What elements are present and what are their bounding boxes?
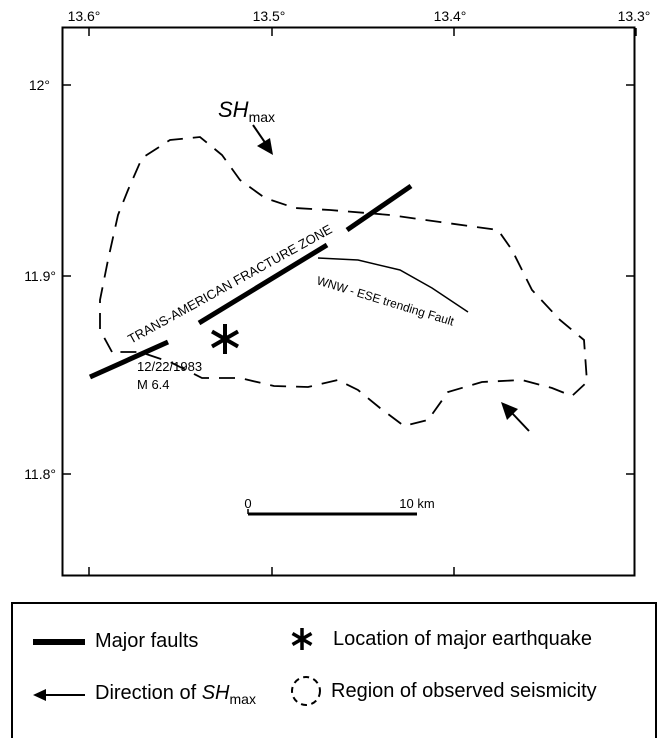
dashed-circle-icon [291,676,321,706]
shmax-arrow-icon [252,124,273,155]
scale-start-label: 0 [244,496,251,511]
left-tick-label: 11.9° [24,268,56,284]
top-tick-label: 13.3° [618,8,651,24]
fault-zone-label: TRANS-AMERICAN FRACTURE ZONE [125,221,335,346]
left-axis: 12° 11.9° 11.8° [24,77,634,482]
earthquake-star-icon [211,324,239,354]
thick-line-icon [33,638,85,645]
shmax-label: SHmax [218,97,275,125]
left-tick-label: 12° [29,77,50,93]
earthquake-magnitude: M 6.4 [137,377,170,392]
legend-item-seismicity: Region of observed seismicity [289,674,597,708]
legend-item-major-faults: Major faults [33,630,198,653]
top-tick-label: 13.4° [434,8,467,24]
map-frame [61,26,636,577]
legend-item-earthquake: Location of major earthquake [289,626,592,652]
shmax-arrow-icon [501,402,530,432]
legend-label: Direction of SHmax [95,682,256,707]
scale-bar: 0 10 km [244,496,435,516]
legend: Major faults Location of major earthquak… [11,602,657,738]
top-tick-label: 13.6° [68,8,101,24]
wnw-ese-fault [317,257,469,313]
top-tick-label: 13.5° [253,8,286,24]
legend-item-direction: Direction of SHmax [33,682,256,707]
scale-end-label: 10 km [399,496,434,511]
earthquake-date: 12/22/1983 [137,359,202,374]
secondary-fault-label: WNW - ESE trending Fault [315,273,456,328]
map: 13.6° 13.5° 13.4° 13.3° 12° 11.9° 11.8° … [24,8,651,577]
left-tick-label: 11.8° [24,466,56,482]
legend-label: Region of observed seismicity [331,679,597,702]
legend-label: Major faults [95,630,199,652]
arrow-left-icon [33,688,85,701]
legend-label: Location of major earthquake [333,627,593,650]
star-icon [291,628,313,650]
seismicity-region [99,136,588,427]
major-faults [88,183,413,380]
top-axis: 13.6° 13.5° 13.4° 13.3° [68,8,651,575]
